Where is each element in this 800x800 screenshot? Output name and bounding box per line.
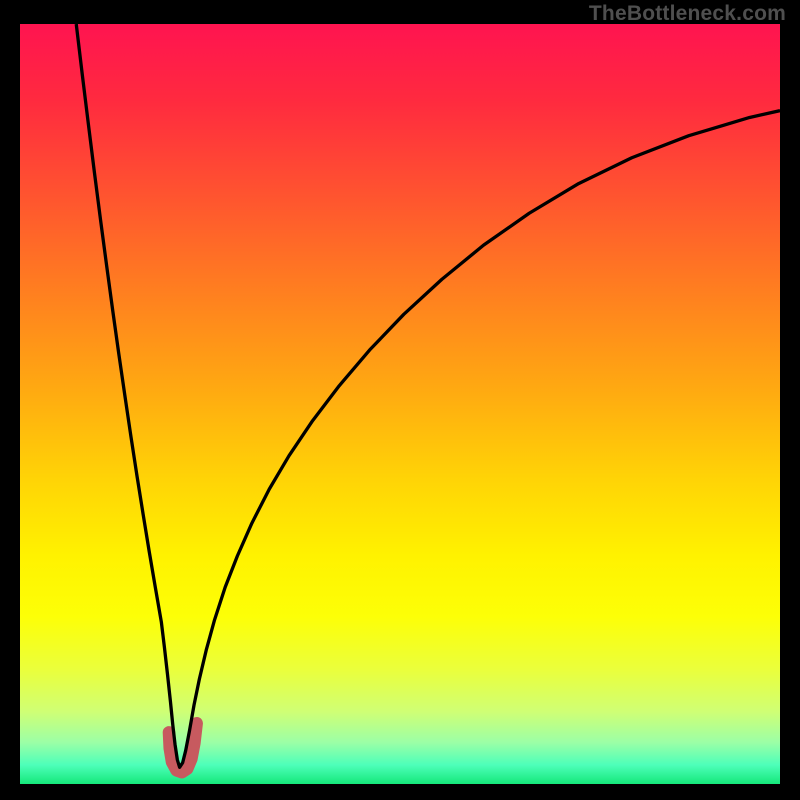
plot-area <box>20 24 780 784</box>
gradient-background <box>20 24 780 784</box>
chart-stage: TheBottleneck.com <box>0 0 800 800</box>
watermark-text: TheBottleneck.com <box>589 2 786 26</box>
chart-svg <box>20 24 780 784</box>
